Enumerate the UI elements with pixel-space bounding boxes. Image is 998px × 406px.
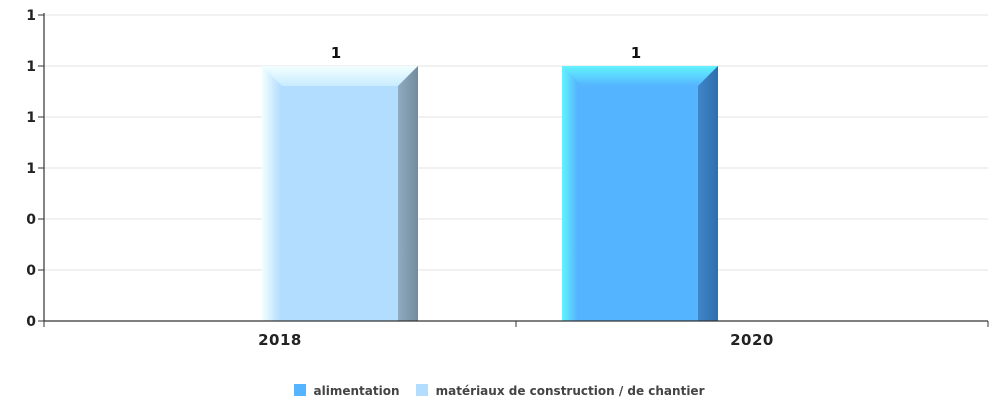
bar xyxy=(562,66,718,321)
legend-swatch-alimentation xyxy=(293,384,306,396)
y-tick-label: 1 xyxy=(26,59,36,75)
legend-item-materiaux[interactable]: matériaux de construction / de chantier xyxy=(415,384,705,398)
labels: 0 0 0 1 1 1 1 2018 1 2020 1 xyxy=(26,8,774,349)
x-category-label: 2020 xyxy=(730,331,774,349)
legend-label-materiaux: matériaux de construction / de chantier xyxy=(435,384,705,398)
bar-inner xyxy=(282,86,398,321)
y-tick-label: 0 xyxy=(26,314,36,330)
y-tick-label: 0 xyxy=(26,263,36,279)
y-tick-label: 1 xyxy=(26,8,36,24)
bar-data-label: 1 xyxy=(631,44,641,62)
grid-lines xyxy=(44,14,988,271)
bar-side-bevel xyxy=(698,66,718,321)
legend: alimentation matériaux de construction /… xyxy=(0,384,998,398)
x-category-label: 2018 xyxy=(258,331,302,349)
bar-inner xyxy=(582,86,698,321)
axes xyxy=(38,13,989,327)
legend-label-alimentation: alimentation xyxy=(313,384,400,398)
bars xyxy=(262,66,718,321)
bar xyxy=(262,66,418,321)
bar-top-bevel xyxy=(262,66,418,86)
bar-top-bevel xyxy=(562,66,718,86)
legend-item-alimentation[interactable]: alimentation xyxy=(293,384,400,398)
y-tick-label: 1 xyxy=(26,110,36,126)
bar-side-bevel xyxy=(398,66,418,321)
chart-svg: 0 0 0 1 1 1 1 2018 1 2020 1 xyxy=(26,8,989,349)
y-tick-label: 0 xyxy=(26,212,36,228)
bar-data-label: 1 xyxy=(331,44,341,62)
legend-swatch-materiaux xyxy=(415,384,428,396)
y-tick-label: 1 xyxy=(26,161,36,177)
